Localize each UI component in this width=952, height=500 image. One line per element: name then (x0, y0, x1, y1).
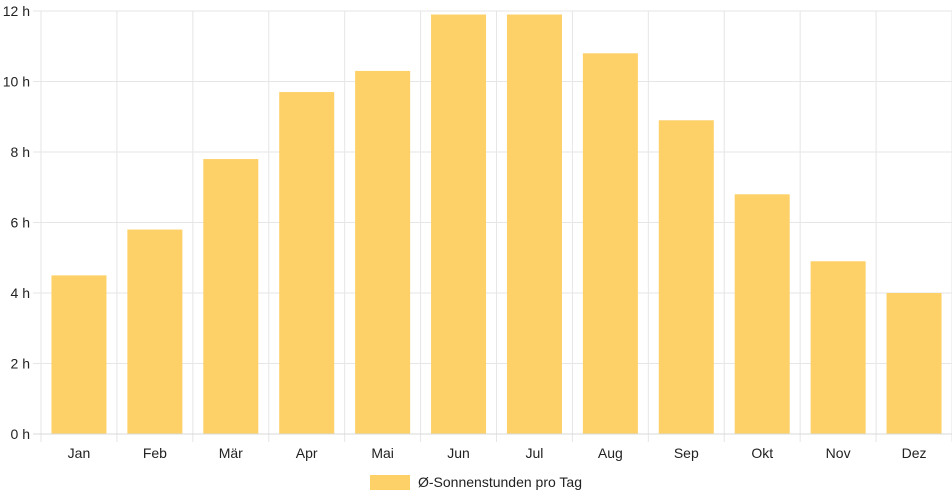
bar-jul[interactable] (506, 14, 562, 435)
x-tick-label: Aug (598, 445, 623, 461)
bar-dez[interactable] (886, 293, 942, 434)
x-tick-label: Dez (902, 445, 927, 461)
y-tick-label: 2 h (11, 356, 30, 372)
bar-feb[interactable] (127, 229, 183, 434)
y-tick-label: 0 h (11, 426, 30, 442)
bar-jan[interactable] (51, 275, 107, 434)
x-tick-label: Jan (68, 445, 91, 461)
x-tick-label: Nov (826, 445, 851, 461)
bar-okt[interactable] (734, 194, 790, 434)
y-tick-label: 10 h (3, 74, 30, 90)
x-tick-label: Jul (526, 445, 544, 461)
x-tick-label: Mai (371, 445, 394, 461)
bar-sep[interactable] (658, 120, 714, 435)
grid-layer (33, 10, 952, 442)
y-tick-label: 8 h (11, 144, 30, 160)
x-tick-label: Okt (751, 445, 773, 461)
x-tick-label: Feb (143, 445, 167, 461)
x-tick-label: Jun (447, 445, 470, 461)
legend-swatch (370, 475, 410, 490)
axis-layer: 0 h 2 h 4 h 6 h 8 h 10 h 12 h Jan Feb Mär Apr Mai Ju… (3, 3, 952, 461)
bar-jun[interactable] (431, 14, 487, 435)
x-tick-label: Sep (674, 445, 699, 461)
legend-label: Ø-Sonnenstunden pro Tag (418, 474, 582, 490)
x-tick-label: Apr (296, 445, 318, 461)
bar-mär[interactable] (203, 159, 259, 435)
bar-apr[interactable] (279, 92, 335, 434)
y-tick-label: 12 h (3, 3, 30, 19)
bars-layer (51, 14, 942, 435)
legend[interactable]: Ø-Sonnenstunden pro Tag (370, 474, 582, 490)
bar-aug[interactable] (582, 53, 638, 435)
y-tick-label: 4 h (11, 285, 30, 301)
bar-mai[interactable] (355, 70, 411, 435)
bar-nov[interactable] (810, 261, 866, 434)
x-tick-label: Mär (219, 445, 243, 461)
y-tick-label: 6 h (11, 215, 30, 231)
